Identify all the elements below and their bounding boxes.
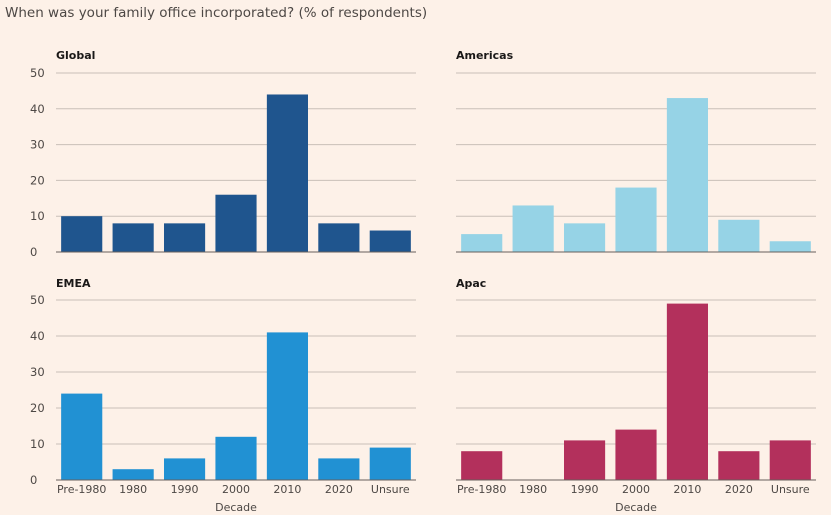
- panel-title-global: Global: [56, 49, 95, 62]
- panel-title-apac: Apac: [456, 277, 486, 290]
- bar-americas-2000: [615, 187, 657, 252]
- bar-apac-unsure: [769, 440, 811, 480]
- panel-global: Global 0 10 20 30 40 50: [30, 49, 416, 259]
- x-tick-label-emea-1980: 1980: [119, 483, 147, 496]
- bar-global-2000: [215, 194, 257, 252]
- bar-emea-pre-1980: [61, 393, 103, 480]
- x-tick-label-apac-1980: 1980: [519, 483, 547, 496]
- panel-apac: Apac Pre-1980 1980 1990 2000 2010 2020 Unsure De…: [456, 277, 816, 514]
- chart-question: When was your family office incorporated…: [5, 5, 427, 21]
- bar-global-1990: [164, 223, 206, 252]
- x-tick-label-apac-1990: 1990: [571, 483, 599, 496]
- y-tick-label-emea-20: 20: [30, 401, 45, 415]
- y-tick-label-global-0: 0: [30, 245, 37, 259]
- bar-americas-unsure: [769, 241, 811, 252]
- x-tick-label-emea-unsure: Unsure: [371, 483, 410, 496]
- y-tick-label-global-20: 20: [30, 173, 45, 187]
- bar-global-pre-1980: [61, 216, 103, 252]
- bar-apac-2010: [666, 303, 708, 480]
- bar-americas-2020: [718, 219, 760, 252]
- bar-emea-1980: [112, 469, 154, 480]
- x-tick-label-apac-unsure: Unsure: [771, 483, 810, 496]
- panel-title-emea: EMEA: [56, 277, 91, 290]
- y-tick-label-emea-40: 40: [30, 329, 45, 343]
- x-tick-label-emea-2000: 2000: [222, 483, 250, 496]
- bar-global-1980: [112, 223, 154, 252]
- bar-global-2010: [266, 94, 308, 252]
- bar-emea-unsure: [369, 447, 411, 480]
- x-tick-label-apac-pre-1980: Pre-1980: [457, 483, 506, 496]
- bar-apac-pre-1980: [461, 451, 503, 480]
- bar-americas-1980: [512, 205, 554, 252]
- y-tick-label-emea-30: 30: [30, 365, 45, 379]
- panel-americas: Americas: [456, 49, 816, 253]
- y-tick-label-emea-0: 0: [30, 473, 37, 487]
- panel-emea: EMEA 0 10 20 30 40 50 Pre-1980 1980 1990 2000 2010 2…: [30, 277, 416, 514]
- bar-emea-2020: [318, 458, 360, 480]
- bar-emea-1990: [164, 458, 206, 480]
- x-tick-label-apac-2000: 2000: [622, 483, 650, 496]
- y-tick-label-emea-10: 10: [30, 437, 45, 451]
- bar-global-unsure: [369, 230, 411, 252]
- x-tick-label-emea-2020: 2020: [325, 483, 353, 496]
- y-tick-label-global-30: 30: [30, 138, 45, 152]
- x-axis-title-apac: Decade: [615, 501, 657, 514]
- y-tick-label-global-10: 10: [30, 209, 45, 223]
- x-tick-label-emea-pre-1980: Pre-1980: [57, 483, 106, 496]
- x-tick-label-emea-1990: 1990: [171, 483, 199, 496]
- y-tick-label-global-40: 40: [30, 102, 45, 116]
- y-tick-label-emea-50: 50: [30, 293, 45, 307]
- bar-apac-2020: [718, 451, 760, 480]
- x-tick-label-emea-2010: 2010: [273, 483, 301, 496]
- bar-apac-2000: [615, 429, 657, 480]
- bar-global-2020: [318, 223, 360, 252]
- bar-emea-2000: [215, 436, 257, 480]
- bar-americas-pre-1980: [461, 234, 503, 252]
- bar-americas-1990: [564, 223, 606, 252]
- y-tick-label-global-50: 50: [30, 66, 45, 80]
- x-axis-title-emea: Decade: [215, 501, 257, 514]
- chart-panels: Global 0 10 20 30 40 50 Americas EMEA 0 10 20 30 40 50…: [30, 49, 816, 514]
- x-tick-label-apac-2010: 2010: [673, 483, 701, 496]
- bar-emea-2010: [266, 332, 308, 480]
- x-tick-label-apac-2020: 2020: [725, 483, 753, 496]
- panel-title-americas: Americas: [456, 49, 514, 62]
- bar-americas-2010: [666, 98, 708, 252]
- bar-apac-1990: [564, 440, 606, 480]
